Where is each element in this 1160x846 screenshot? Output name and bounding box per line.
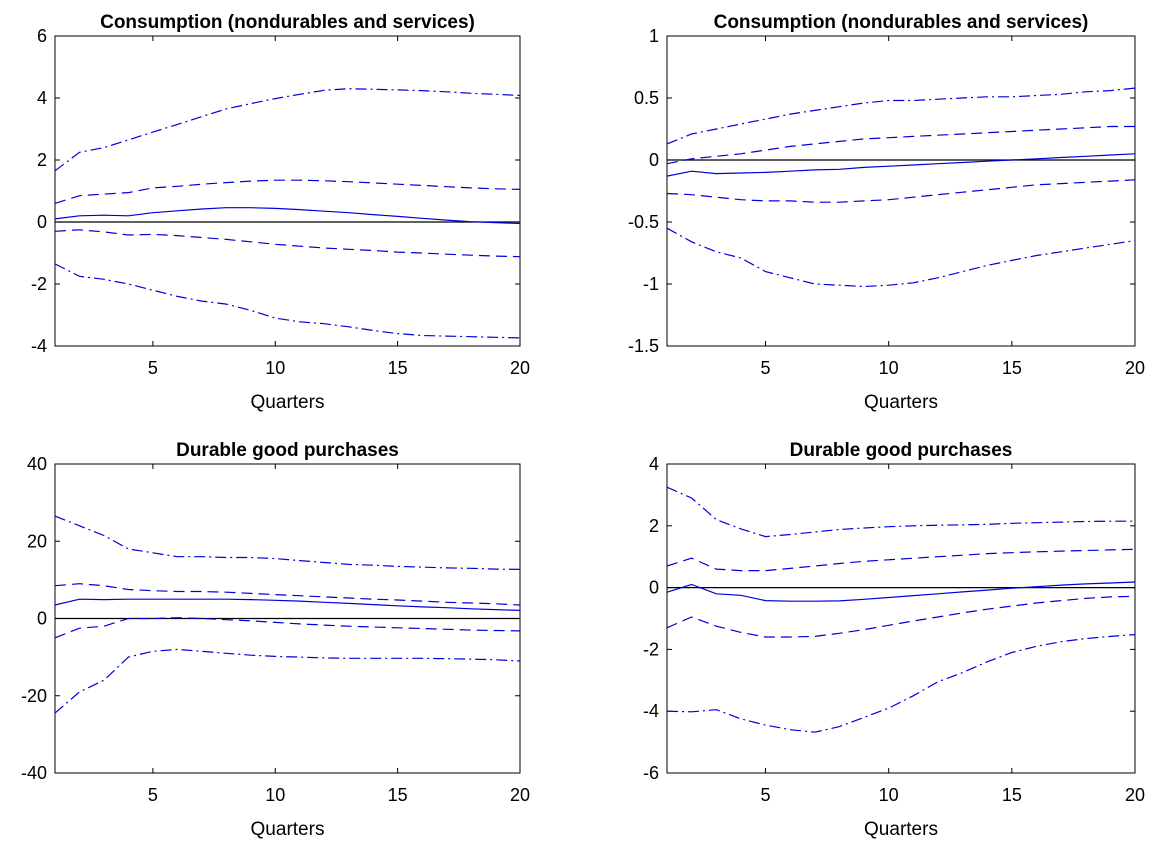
x-tick-label: 5	[148, 785, 158, 805]
series-line-dashdot	[666, 486, 1135, 538]
plot-frame	[54, 35, 521, 347]
series-line-solid	[666, 581, 1136, 602]
y-tick-label: 6	[37, 26, 47, 46]
y-tick-label: -0.5	[628, 212, 659, 232]
x-tick-label: 15	[1002, 358, 1022, 378]
y-tick-label: -6	[643, 763, 659, 783]
series-line-solid	[54, 598, 521, 611]
y-tick-label: -1.5	[628, 336, 659, 356]
x-tick-label: 10	[265, 358, 285, 378]
x-axis-label: Quarters	[251, 819, 325, 840]
x-axis-label: Quarters	[251, 392, 325, 413]
series-line-dashdot	[666, 87, 1136, 145]
y-tick-label: -1	[643, 274, 659, 294]
x-tick-label: 10	[265, 785, 285, 805]
y-tick-label: -20	[21, 686, 47, 706]
series-line-dashdot	[54, 515, 521, 570]
x-tick-label: 15	[388, 785, 408, 805]
x-tick-label: 20	[1125, 785, 1145, 805]
y-tick-label: 2	[649, 516, 659, 536]
y-tick-label: 40	[27, 454, 47, 474]
series-line-dashed	[666, 179, 1136, 203]
x-tick-label: 15	[1002, 785, 1022, 805]
x-tick-label: 5	[148, 358, 158, 378]
series-line-dashed	[666, 548, 1136, 572]
y-tick-label: 2	[37, 150, 47, 170]
x-tick-label: 5	[761, 358, 771, 378]
y-tick-label: 4	[37, 88, 47, 108]
y-tick-label: 0	[649, 150, 659, 170]
series-line-dashed	[666, 595, 1136, 638]
y-tick-label: -2	[31, 274, 47, 294]
series-line-solid	[666, 153, 1136, 177]
y-tick-label: 0	[37, 609, 47, 629]
series-line-dashdot	[54, 263, 521, 339]
plot-frame	[666, 463, 1136, 774]
panel-bottom-left: Durable good purchases Quarters 5 10 15 20 -…	[21, 440, 530, 840]
x-axis-label: Quarters	[864, 392, 938, 413]
series-line-dashdot	[666, 227, 1136, 288]
x-tick-label: 5	[761, 785, 771, 805]
y-tick-label: -2	[643, 639, 659, 659]
y-tick-label: -4	[643, 701, 659, 721]
y-tick-label: -4	[31, 336, 47, 356]
series-line-dashed	[54, 229, 521, 258]
chart-title: Consumption (nondurables and services)	[714, 12, 1089, 33]
series-line-dashed	[54, 583, 521, 606]
chart-title: Durable good purchases	[790, 440, 1013, 461]
y-tick-label: 1	[649, 26, 659, 46]
series-line-dashed	[54, 617, 521, 639]
panel-bottom-right: Durable good purchases Quarters 5 10 15 20-…	[643, 440, 1145, 840]
series-line-dashdot	[54, 648, 521, 714]
x-tick-label: 20	[510, 358, 530, 378]
x-tick-label: 10	[879, 785, 899, 805]
y-tick-label: -40	[21, 763, 47, 783]
panel-top-right: Consumption (nondurables and services) Q…	[628, 12, 1145, 413]
series-line-solid	[54, 207, 521, 225]
y-tick-label: 4	[649, 454, 659, 474]
series-line-dashed	[666, 125, 1135, 165]
series-line-dashed	[54, 179, 521, 204]
x-axis-label: Quarters	[864, 819, 938, 840]
chart-title: Consumption (nondurables and services)	[100, 12, 475, 33]
plot-frame	[666, 35, 1136, 347]
panel-top-left: Consumption (nondurables and services) Q…	[31, 12, 530, 413]
series-line-dashdot	[54, 88, 521, 172]
y-tick-label: 0	[37, 212, 47, 232]
y-tick-label: 20	[27, 531, 47, 551]
x-tick-label: 20	[510, 785, 530, 805]
y-tick-label: 0	[649, 578, 659, 598]
y-tick-label: 0.5	[634, 88, 659, 108]
x-tick-label: 15	[388, 358, 408, 378]
x-tick-label: 10	[879, 358, 899, 378]
chart-title: Durable good purchases	[176, 440, 399, 461]
x-tick-label: 20	[1125, 358, 1145, 378]
series-line-dashdot	[666, 634, 1136, 733]
